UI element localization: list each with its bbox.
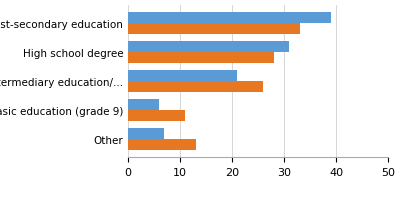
Bar bbox=[128, 111, 185, 122]
Bar bbox=[128, 53, 274, 64]
Bar bbox=[128, 42, 289, 53]
Bar bbox=[128, 100, 159, 111]
Bar bbox=[128, 13, 331, 24]
Bar bbox=[128, 24, 300, 35]
Bar bbox=[128, 71, 237, 82]
Bar bbox=[128, 82, 263, 93]
Bar bbox=[128, 140, 196, 151]
Bar bbox=[128, 129, 164, 140]
